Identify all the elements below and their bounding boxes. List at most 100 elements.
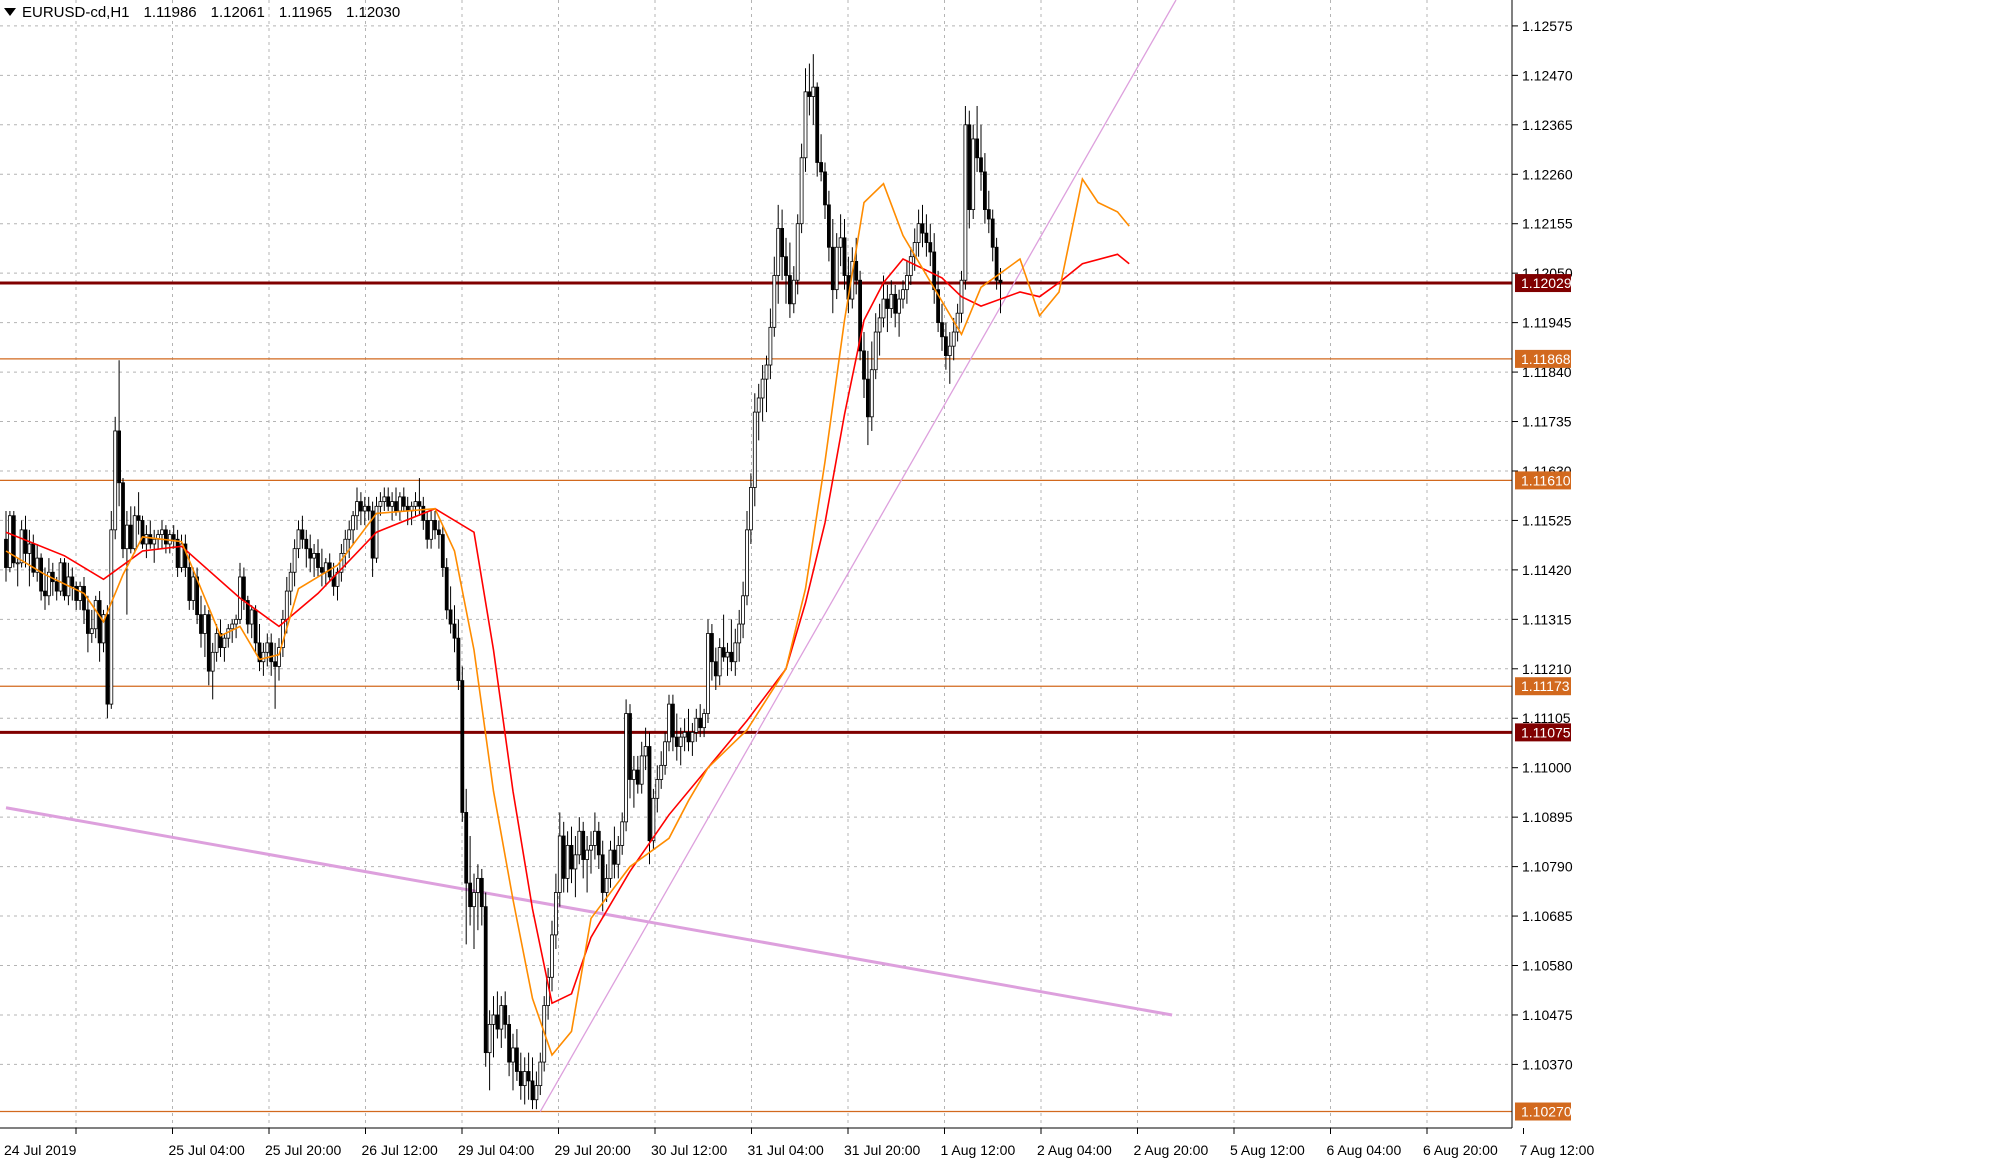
candle: [534, 1071, 539, 1110]
candle: [869, 341, 874, 431]
candle: [128, 506, 133, 554]
candle: [58, 558, 63, 596]
candle: [768, 308, 773, 380]
candle-body: [811, 86, 816, 97]
candle-body: [795, 223, 800, 281]
candle-body: [721, 647, 726, 658]
candle: [362, 496, 367, 526]
candle: [632, 755, 636, 808]
candle: [487, 1010, 492, 1091]
candle: [737, 609, 742, 662]
candle: [460, 666, 465, 822]
candle-body: [280, 618, 285, 648]
candle-body: [905, 275, 909, 291]
candle: [589, 831, 593, 874]
candle: [425, 511, 430, 549]
candle-body: [425, 520, 430, 540]
candle: [651, 788, 656, 851]
candle-body: [690, 731, 695, 743]
candle: [760, 365, 765, 422]
candle: [23, 515, 28, 568]
price-tick-label: 1.11840: [1522, 364, 1572, 380]
candle-body: [436, 529, 441, 535]
candle-body: [429, 520, 434, 540]
time-tick-label: 26 Jul 12:00: [362, 1142, 438, 1158]
candle-body: [218, 633, 223, 648]
candle-body: [214, 633, 219, 653]
candle-body: [819, 162, 823, 173]
candle: [877, 303, 882, 356]
candle-body: [199, 614, 203, 634]
candle: [979, 124, 983, 191]
candle-body: [600, 854, 605, 893]
candle-body: [487, 1023, 492, 1054]
candle-body: [784, 256, 788, 276]
time-tick-label: 24 Jul 2019: [4, 1142, 77, 1158]
candle-body: [269, 642, 274, 663]
candle: [827, 190, 831, 262]
candle: [823, 162, 827, 220]
candle: [951, 317, 956, 361]
candle: [234, 614, 239, 639]
candle-body: [776, 228, 781, 276]
candle-body: [928, 242, 933, 253]
candle: [873, 313, 878, 380]
candle-body: [643, 746, 648, 757]
candle: [830, 219, 835, 314]
candle: [214, 624, 219, 662]
candle-body: [990, 218, 995, 248]
candle-body: [300, 529, 305, 540]
candle-body: [573, 854, 578, 870]
candle-body: [312, 553, 317, 559]
candle-body: [15, 562, 20, 565]
candle: [749, 473, 753, 544]
candle: [990, 209, 995, 262]
candle: [89, 609, 94, 643]
candle-body: [245, 600, 250, 625]
candle-body: [729, 651, 734, 663]
candle-body: [550, 934, 554, 978]
candle: [351, 511, 356, 544]
candle-body: [499, 1005, 504, 1030]
candle-body: [932, 251, 937, 291]
candle: [195, 567, 200, 625]
price-tick-label: 1.12155: [1522, 216, 1573, 232]
time-tick-label: 6 Aug 04:00: [1327, 1142, 1402, 1158]
candle: [269, 633, 274, 676]
dropdown-triangle-icon[interactable]: [4, 8, 16, 16]
candle: [842, 219, 847, 290]
candle: [889, 280, 894, 318]
candle: [202, 605, 207, 658]
candle-body: [511, 1047, 515, 1063]
candle-body: [257, 642, 262, 663]
candle-body: [538, 1061, 543, 1087]
candle-body: [4, 538, 8, 568]
price-tick-label: 1.10475: [1522, 1007, 1573, 1023]
candle-body: [316, 553, 320, 568]
candle: [569, 826, 574, 884]
candle-body: [522, 1071, 527, 1087]
candle-body: [249, 609, 254, 625]
candle-body: [86, 609, 90, 634]
time-tick-label: 25 Jul 20:00: [265, 1142, 341, 1158]
candle-body: [202, 614, 207, 634]
candle: [577, 817, 582, 865]
candle: [292, 539, 297, 587]
price-tick-label: 1.10685: [1522, 908, 1573, 924]
candle-body: [507, 1023, 512, 1063]
candle-body: [472, 892, 476, 908]
candle: [265, 633, 270, 667]
candle-body: [803, 91, 808, 159]
candle: [316, 539, 320, 577]
time-tick-label: 30 Jul 12:00: [651, 1142, 727, 1158]
candle-body: [596, 830, 601, 856]
candle: [596, 821, 601, 869]
candle-body: [58, 562, 63, 592]
candle: [378, 492, 383, 516]
candle: [152, 529, 157, 563]
candle: [565, 831, 570, 893]
candle: [550, 920, 554, 992]
price-tick-label: 1.11105: [1522, 710, 1571, 726]
